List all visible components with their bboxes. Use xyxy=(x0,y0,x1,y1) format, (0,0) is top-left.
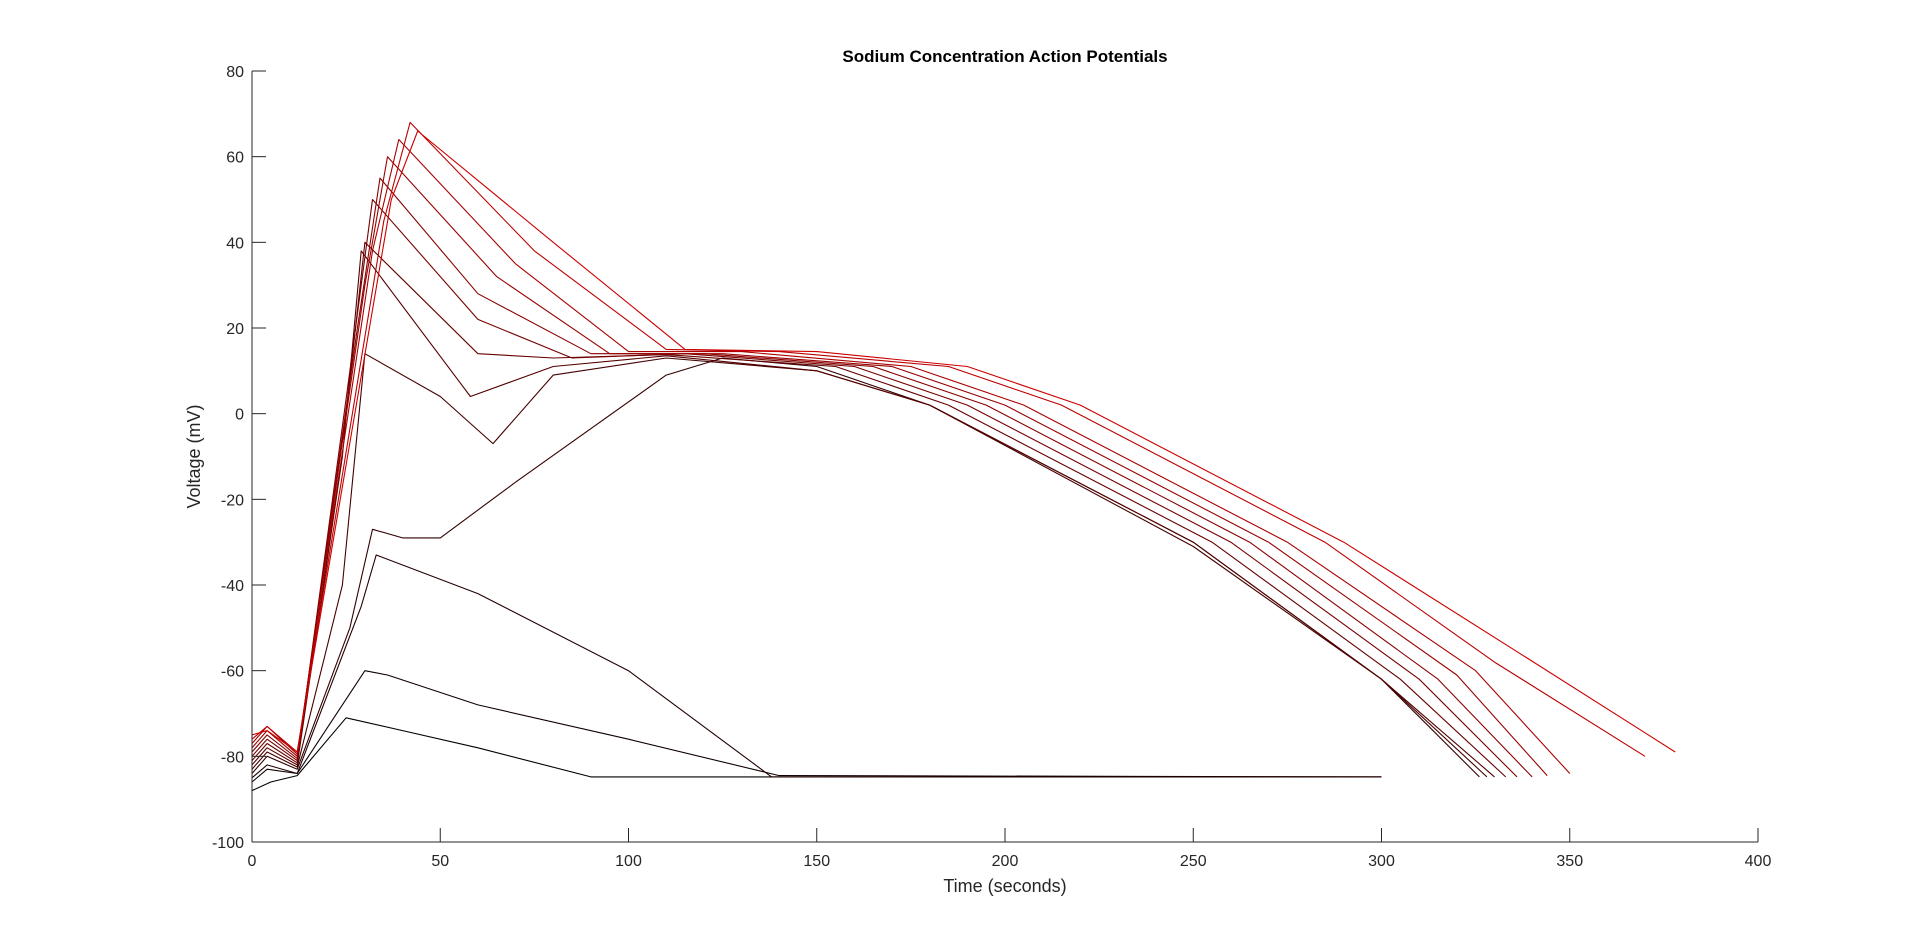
series-line xyxy=(251,554,1382,779)
series-line xyxy=(251,177,1533,778)
y-axis-label: Voltage (mV) xyxy=(184,404,204,508)
series-line xyxy=(251,250,1495,778)
y-tick-label: 80 xyxy=(226,64,244,81)
series-line xyxy=(251,353,1488,778)
chart-title: Sodium Concentration Action Potentials xyxy=(842,47,1167,66)
x-tick-label: 300 xyxy=(1368,853,1395,870)
x-tick-label: 150 xyxy=(803,853,830,870)
plot-lines xyxy=(251,121,1676,792)
x-tick-label: 200 xyxy=(992,853,1019,870)
y-tick-label: -40 xyxy=(221,578,244,595)
series-line xyxy=(251,670,1382,783)
y-tick-label: -20 xyxy=(221,492,244,509)
x-tick-label: 100 xyxy=(615,853,642,870)
series-line xyxy=(251,198,1518,778)
y-tick-label: 60 xyxy=(226,150,244,167)
y-tick-label: -80 xyxy=(221,749,244,766)
x-tick-label: 350 xyxy=(1556,853,1583,870)
x-tick-label: 400 xyxy=(1745,853,1772,870)
axes: 0 50 100 150 200 250 300 350 400-100-80-60-40-20… xyxy=(212,64,1771,870)
series-line xyxy=(251,130,1676,753)
series-line xyxy=(251,138,1571,774)
y-tick-label: 0 xyxy=(235,407,244,424)
x-tick-label: 250 xyxy=(1180,853,1207,870)
x-tick-label: 50 xyxy=(431,853,449,870)
series-line xyxy=(251,156,1548,776)
series-line xyxy=(251,241,1507,778)
x-tick-label: 0 xyxy=(248,853,257,870)
y-tick-label: 20 xyxy=(226,321,244,338)
y-tick-label: 40 xyxy=(226,235,244,252)
y-tick-label: -60 xyxy=(221,664,244,681)
y-tick-label: -100 xyxy=(212,835,244,852)
x-axis-label: Time (seconds) xyxy=(943,876,1066,896)
series-line xyxy=(251,717,1382,792)
